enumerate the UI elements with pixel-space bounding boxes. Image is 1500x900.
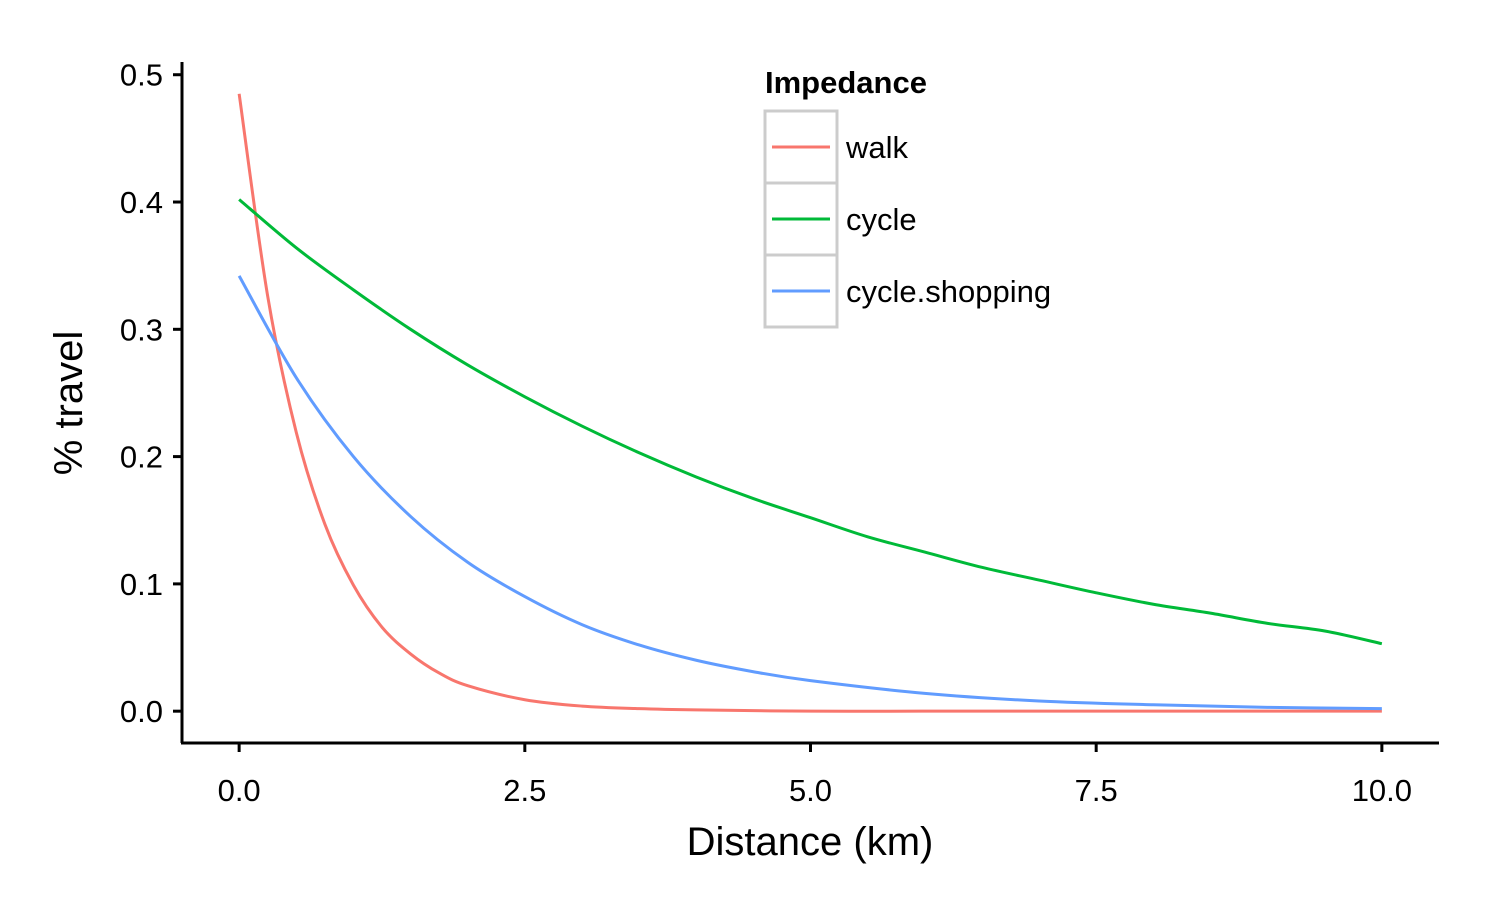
legend-label-walk: walk: [845, 130, 909, 165]
y-tick-label: 0.5: [120, 58, 163, 93]
x-tick-label: 7.5: [1075, 773, 1118, 808]
x-tick-label: 10.0: [1352, 773, 1412, 808]
legend-item-walk: walk: [763, 109, 909, 185]
series-line-cycle-shopping: [237, 275, 1382, 711]
legend: Impedance walk cycle cycle.shopping: [763, 65, 1051, 329]
y-tick-label: 0.1: [120, 567, 163, 602]
legend-label-cycle: cycle: [846, 202, 917, 237]
x-tick-label: 5.0: [789, 773, 832, 808]
series-line-cycle: [238, 198, 1383, 646]
y-ticks: 0.0 0.1 0.2 0.3 0.4 0.5: [120, 58, 182, 729]
x-tick-label: 0.0: [218, 773, 261, 808]
x-tick-label: 2.5: [503, 773, 546, 808]
y-tick-label: 0.0: [120, 694, 163, 729]
y-axis-title: % travel: [47, 331, 91, 476]
x-axis-title: Distance (km): [687, 820, 934, 864]
series-line-walk: [237, 93, 1382, 713]
legend-title: Impedance: [765, 65, 927, 100]
series-layer: [237, 93, 1383, 713]
y-tick-label: 0.2: [120, 440, 163, 475]
x-ticks: 0.0 2.5 5.0 7.5 10.0: [218, 743, 1412, 808]
y-tick-label: 0.4: [120, 185, 163, 220]
legend-item-cycle-shopping: cycle.shopping: [763, 253, 1051, 329]
y-tick-label: 0.3: [120, 312, 163, 347]
legend-items: walk cycle cycle.shopping: [763, 109, 1051, 329]
legend-item-cycle: cycle: [763, 181, 917, 257]
legend-label-cycle-shopping: cycle.shopping: [846, 274, 1051, 309]
